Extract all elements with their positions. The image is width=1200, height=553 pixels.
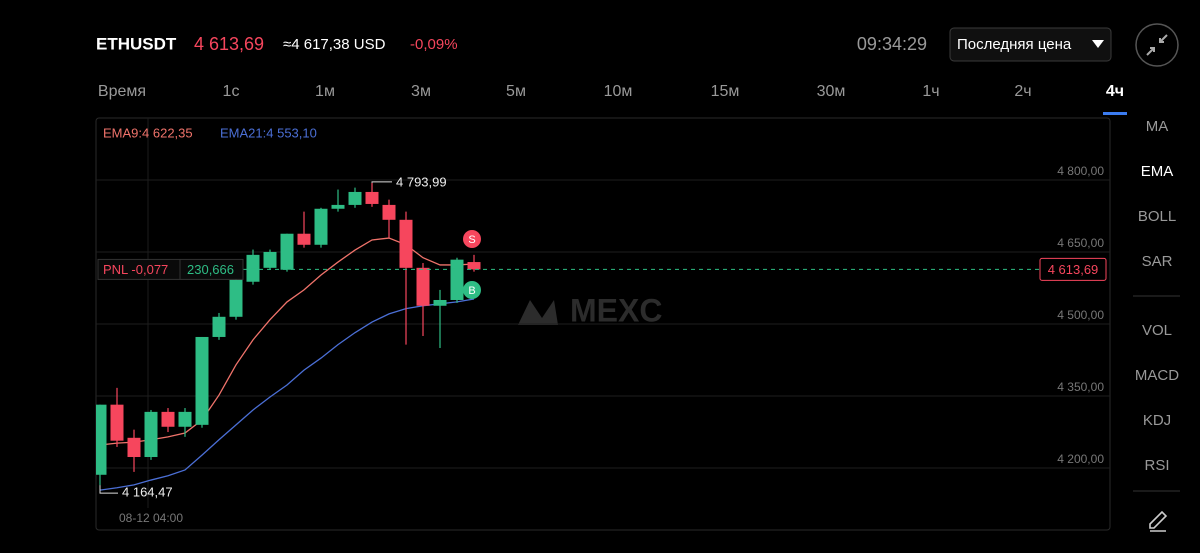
trade-marker [463, 281, 481, 299]
candle-body [229, 279, 243, 317]
draw-tool-icon[interactable] [1149, 510, 1168, 532]
candle-body [144, 411, 158, 458]
candle-body [263, 251, 277, 268]
indicator-button[interactable]: EMA [1141, 163, 1174, 180]
candle-body [416, 267, 430, 306]
indicator-button[interactable]: MACD [1135, 367, 1179, 384]
ema-legend: EMA9:4 622,35 [103, 125, 193, 140]
indicator-sidebar: MA EMA BOLL SAR VOL MACD KDJ RSI [1135, 118, 1179, 474]
max-annotation: 4 793,99 [396, 174, 447, 189]
candle-body [96, 404, 107, 475]
timeframe-tab[interactable]: 4ч [1106, 83, 1124, 100]
candle-body [246, 254, 260, 282]
icon-circle[interactable] [1135, 23, 1179, 67]
candle-body [365, 191, 379, 204]
trade-marker-label: S [468, 234, 475, 246]
candle-body [178, 411, 192, 427]
max-annotation-line [371, 181, 392, 183]
change: -0,09% [410, 36, 458, 53]
trade-marker [463, 230, 481, 248]
dropdown-arrow[interactable] [1092, 40, 1104, 48]
ema-line [99, 298, 475, 491]
exit-fullscreen[interactable] [1135, 23, 1179, 67]
candle-body [382, 204, 396, 220]
candle-body [331, 204, 345, 209]
pnl-amount: 230,666 [187, 262, 234, 277]
price-tag: 4 613,69 [1048, 262, 1099, 277]
watermark: MEXC [518, 292, 662, 328]
approx-price: ≈4 617,38 USD [283, 36, 386, 53]
indicator-button[interactable]: VOL [1142, 322, 1172, 339]
timeframe-tab[interactable]: 5м [506, 83, 526, 100]
x-tick-label: 08-12 04:00 [119, 511, 183, 525]
price-type-dropdown[interactable]: Последняя цена [949, 27, 1112, 62]
timeframe-tab[interactable]: Время [98, 83, 146, 100]
symbol: ETHUSDT [96, 34, 177, 53]
candle-body [297, 233, 311, 245]
timeframe-tab[interactable]: 30м [817, 83, 846, 100]
timeframe-tab[interactable]: 1м [315, 83, 335, 100]
dropdown-box[interactable] [949, 27, 1112, 62]
y-tick-label: 4 200,00 [1057, 452, 1104, 466]
timeframe-tabs: Время 1с 1м 3м 5м 10м 15м 30м 1ч 2ч 4ч [98, 83, 1127, 115]
watermark-logo [518, 300, 558, 325]
indicator-button[interactable]: SAR [1142, 253, 1173, 270]
trade-marker-label: B [468, 285, 475, 297]
timeframe-tab[interactable]: 1ч [922, 83, 939, 100]
timeframe-tab[interactable]: 3м [411, 83, 431, 100]
dropdown-label[interactable]: Последняя цена [957, 36, 1072, 53]
indicator-button[interactable]: MA [1146, 118, 1169, 135]
candle-body [195, 336, 209, 425]
timeframe-tab[interactable]: 10м [604, 83, 633, 100]
watermark-text: MEXC [570, 292, 662, 328]
plot-area [96, 182, 481, 491]
candle-body [161, 411, 175, 427]
candle-body [399, 219, 413, 268]
timeframe-tab[interactable]: 15м [711, 83, 740, 100]
candle-body [450, 259, 464, 300]
candle-body [348, 191, 362, 205]
icon-arrows[interactable] [1146, 34, 1168, 56]
price: 4 613,69 [194, 34, 264, 54]
timeframe-tab[interactable]: 1с [223, 83, 240, 100]
y-tick-label: 4 350,00 [1057, 380, 1104, 394]
indicator-button[interactable]: RSI [1144, 457, 1169, 474]
min-annotation: 4 164,47 [122, 485, 173, 500]
indicator-button[interactable]: BOLL [1138, 208, 1176, 225]
min-annotation-line [99, 485, 118, 494]
overlays: EMA9:4 622,35 EMA21:4 553,10 4 613,69 PNL -… [97, 125, 1107, 500]
y-tick-label: 4 500,00 [1057, 308, 1104, 322]
ema-legend: EMA21:4 553,10 [220, 125, 317, 140]
active-tab-underline [1103, 112, 1127, 115]
candle-body [280, 233, 294, 270]
y-tick-label: 4 650,00 [1057, 236, 1104, 250]
candle-body [110, 404, 124, 441]
candle-body [212, 316, 226, 337]
price-tag-box [1039, 257, 1107, 281]
clock: 09:34:29 [857, 34, 927, 54]
pnl-box [97, 258, 244, 280]
timeframe-tab[interactable]: 2ч [1014, 83, 1031, 100]
candle-body [433, 299, 447, 306]
candle-body [467, 262, 481, 270]
indicator-button[interactable]: KDJ [1143, 412, 1171, 429]
pnl-label: PNL -0,077 [103, 262, 168, 277]
candle-body [314, 208, 328, 245]
y-tick-label: 4 800,00 [1057, 164, 1104, 178]
candle-body [127, 437, 141, 458]
